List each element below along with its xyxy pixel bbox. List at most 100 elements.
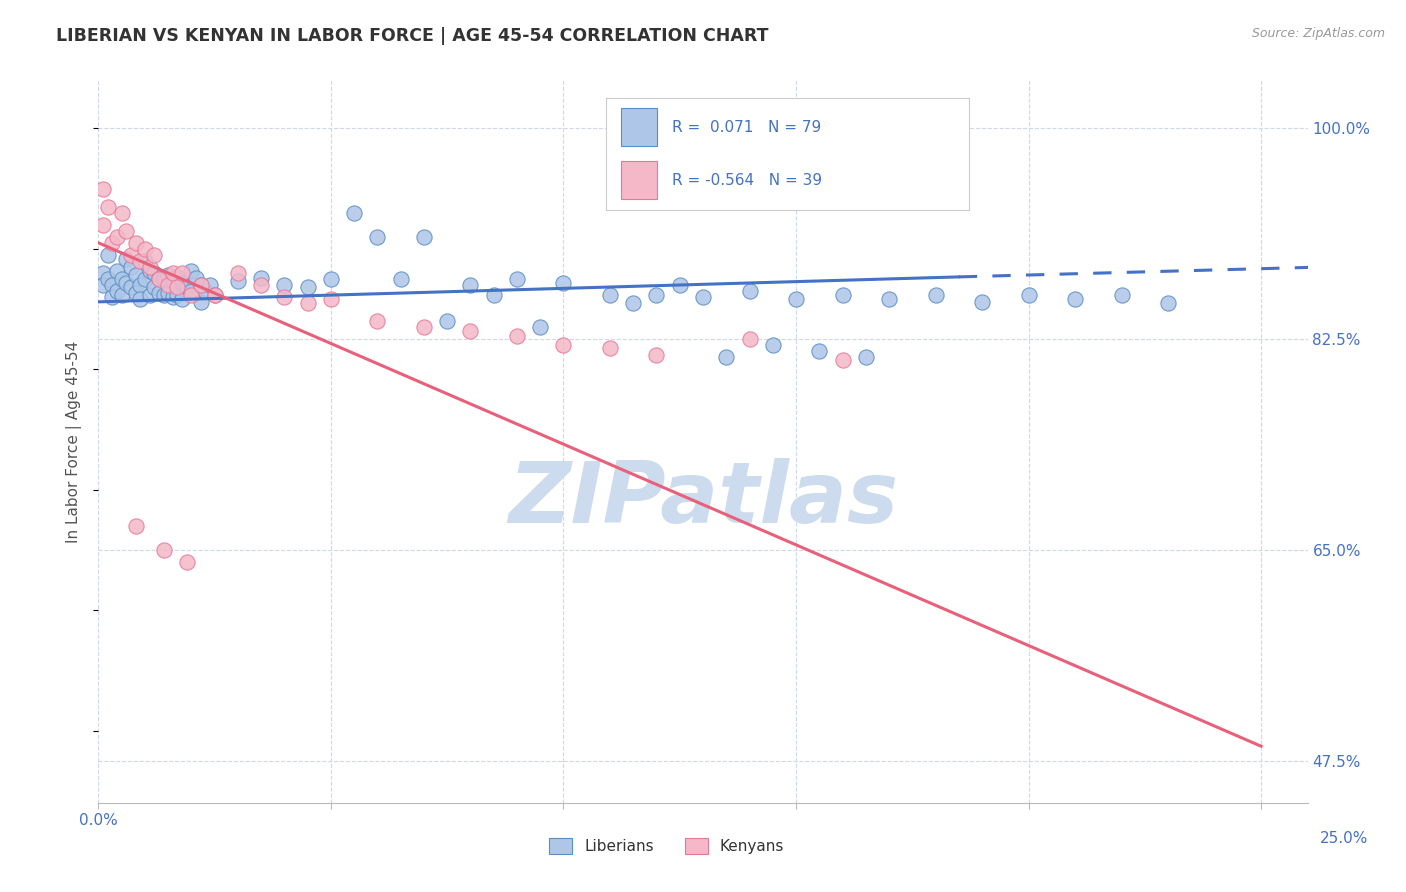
Point [1111,287,1133,301]
Point [115,252,138,266]
Point [129,278,152,293]
Point [506,328,529,343]
Point [157,268,180,283]
Text: ZIPatlas: ZIPatlas [508,458,898,541]
Text: Source: ZipAtlas.com: Source: ZipAtlas.com [1251,27,1385,40]
Point [297,280,319,294]
Point [91,218,114,232]
Point [97,272,120,286]
Point [529,320,551,334]
Point [120,248,142,262]
Point [120,260,142,274]
Point [101,290,124,304]
Point [166,280,188,294]
Y-axis label: In Labor Force | Age 45-54: In Labor Force | Age 45-54 [66,341,83,542]
Point [1018,287,1040,301]
Point [138,263,160,277]
Point [138,287,160,301]
Point [970,294,993,309]
Point [111,205,134,219]
Point [460,278,482,293]
Point [97,248,120,262]
Point [226,274,249,288]
Point [621,296,644,310]
Point [553,338,575,352]
Point [553,276,575,290]
Point [152,287,174,301]
Point [143,248,166,262]
Point [645,348,668,362]
Point [111,287,134,301]
Point [138,260,160,274]
Point [190,278,212,293]
Point [343,205,366,219]
Point [162,290,184,304]
Point [176,555,198,569]
Point [194,284,217,298]
Point [101,235,124,250]
Point [762,338,785,352]
Point [226,266,249,280]
Point [157,286,180,301]
Point [157,278,180,293]
Text: LIBERIAN VS KENYAN IN LABOR FORCE | AGE 45-54 CORRELATION CHART: LIBERIAN VS KENYAN IN LABOR FORCE | AGE … [56,27,769,45]
Point [599,287,621,301]
Point [148,270,170,285]
Legend: Liberians, Kenyans: Liberians, Kenyans [543,832,790,860]
Point [91,278,114,293]
Point [176,280,198,294]
Point [105,284,128,298]
Point [180,287,202,301]
Point [250,278,273,293]
Point [166,269,188,284]
Point [143,280,166,294]
Point [129,254,152,268]
Point [319,293,342,307]
Point [668,278,690,293]
Point [389,272,412,286]
Point [273,290,295,304]
Point [413,320,436,334]
Point [855,350,877,364]
Point [105,230,128,244]
Point [831,287,853,301]
Point [204,287,226,301]
Point [297,296,319,310]
Point [180,263,202,277]
Text: 25.0%: 25.0% [1320,830,1368,846]
Point [152,272,174,286]
Point [115,224,138,238]
Point [1157,296,1180,310]
Point [162,274,184,288]
Point [366,314,388,328]
Point [250,270,273,285]
Point [785,293,807,307]
Point [716,350,738,364]
Point [166,287,188,301]
Point [692,290,714,304]
Point [120,280,142,294]
Point [124,519,146,533]
Point [190,278,212,293]
Point [172,266,194,280]
Point [172,276,194,290]
Point [808,344,831,359]
Point [134,242,156,256]
Point [91,266,114,280]
Point [924,287,946,301]
Point [148,272,170,286]
Point [115,276,138,290]
Point [319,272,342,286]
Point [180,284,202,298]
Point [436,314,458,328]
Point [134,272,156,286]
Point [184,270,207,285]
Point [105,263,128,277]
Point [134,254,156,268]
Point [273,278,295,293]
Point [124,286,146,301]
Point [97,200,120,214]
Point [877,293,900,307]
Point [831,352,853,367]
Point [460,324,482,338]
